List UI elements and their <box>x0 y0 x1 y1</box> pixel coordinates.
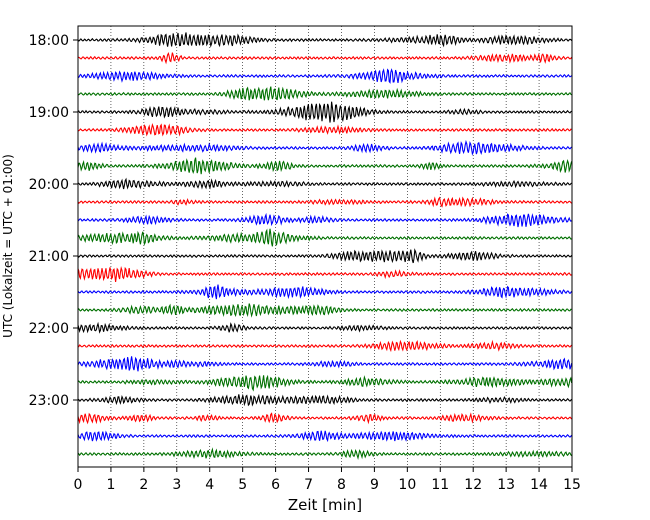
x-tick-label-1: 1 <box>106 477 115 493</box>
y-tick-label-3: 21:00 <box>29 249 69 265</box>
trace-10 <box>77 212 572 228</box>
trace-3 <box>77 86 572 101</box>
x-tick-label-5: 5 <box>238 477 247 493</box>
trace-15 <box>77 303 572 318</box>
trace-19 <box>77 374 573 392</box>
trace-22 <box>77 430 573 443</box>
trace-11 <box>77 228 572 247</box>
x-tick-label-13: 13 <box>497 477 515 493</box>
trace-0 <box>77 32 573 48</box>
trace-9 <box>77 196 572 208</box>
trace-14 <box>77 284 573 300</box>
x-tick-label-12: 12 <box>464 477 482 493</box>
x-tick-label-2: 2 <box>139 477 148 493</box>
trace-6 <box>77 139 572 156</box>
y-axis-ticks: 18:00 19:00 20:00 21:00 22:00 23:00 <box>29 33 78 409</box>
trace-1 <box>77 51 573 65</box>
x-tick-label-14: 14 <box>530 477 548 493</box>
trace-2 <box>77 68 572 84</box>
x-tick-label-8: 8 <box>337 477 346 493</box>
x-tick-label-7: 7 <box>304 477 313 493</box>
trace-5 <box>77 123 572 137</box>
y-axis-label: UTC (Lokalzeit = UTC + 01:00) <box>1 154 15 338</box>
trace-13 <box>77 266 572 283</box>
y-tick-label-1: 19:00 <box>29 105 69 121</box>
y-tick-label-0: 18:00 <box>29 33 69 49</box>
seismogram-traces <box>77 32 573 461</box>
x-tick-label-3: 3 <box>172 477 181 493</box>
trace-20 <box>77 393 573 407</box>
x-axis-ticks: 0 1 2 3 4 5 6 7 8 9 10 11 12 13 14 15 <box>74 467 581 493</box>
plot-frame <box>77 25 573 468</box>
trace-8 <box>77 177 572 190</box>
trace-23 <box>77 447 573 461</box>
x-tick-label-6: 6 <box>271 477 280 493</box>
y-tick-label-2: 20:00 <box>29 177 69 193</box>
trace-17 <box>77 339 572 353</box>
trace-4 <box>77 101 572 123</box>
x-tick-label-15: 15 <box>563 477 581 493</box>
y-tick-label-4: 22:00 <box>29 321 69 337</box>
x-tick-label-4: 4 <box>205 477 214 493</box>
x-tick-label-11: 11 <box>431 477 449 493</box>
y-tick-label-5: 23:00 <box>29 393 69 409</box>
x-tick-label-10: 10 <box>398 477 416 493</box>
trace-18 <box>77 356 573 372</box>
x-tick-label-9: 9 <box>370 477 379 493</box>
trace-7 <box>77 157 573 175</box>
trace-21 <box>77 412 573 425</box>
x-tick-label-0: 0 <box>74 477 83 493</box>
x-axis-label: Zeit [min] <box>288 496 362 514</box>
trace-12 <box>77 248 573 264</box>
trace-16 <box>77 321 573 334</box>
